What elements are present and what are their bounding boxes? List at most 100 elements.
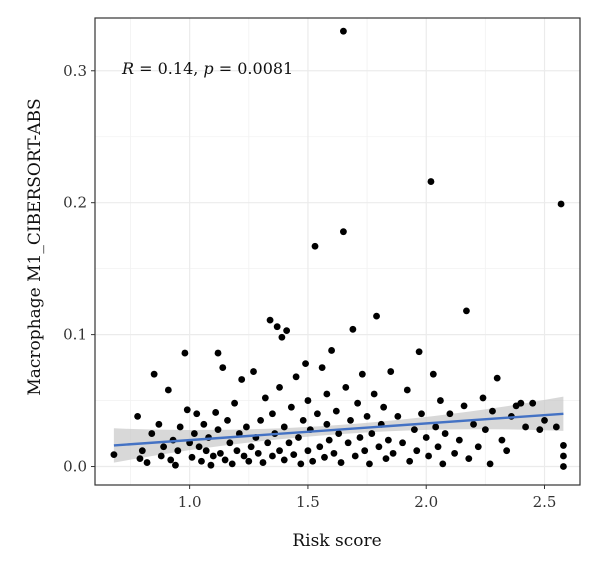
data-point [330, 449, 338, 457]
data-point [366, 460, 373, 468]
data-point [446, 410, 454, 418]
x-tick-label: 1.5 [296, 493, 320, 511]
y-axis-title: Macrophage M1_CIBERSORT-ABS [25, 98, 45, 395]
data-point [304, 447, 312, 455]
data-point [292, 373, 300, 381]
data-point [382, 455, 390, 463]
data-point [460, 402, 468, 410]
data-point [231, 399, 238, 407]
data-point [432, 423, 440, 431]
data-point [240, 452, 248, 460]
data-point [358, 370, 366, 378]
data-point [560, 452, 567, 460]
data-point [207, 461, 215, 469]
data-point [373, 312, 380, 320]
data-point [285, 439, 293, 447]
data-point [198, 457, 205, 465]
data-point [503, 447, 511, 455]
data-point [323, 420, 331, 428]
data-point [387, 368, 395, 375]
data-point [283, 327, 291, 335]
data-point [427, 178, 435, 185]
data-point [181, 349, 189, 357]
y-tick-label: 0.0 [63, 458, 87, 476]
data-point [254, 449, 262, 457]
data-point [176, 423, 184, 431]
data-point [375, 443, 383, 451]
data-point [451, 449, 459, 457]
data-point [347, 416, 354, 424]
data-point [212, 409, 220, 416]
data-point [399, 439, 406, 447]
data-point [245, 457, 253, 465]
data-point [311, 242, 319, 250]
data-point [190, 430, 198, 437]
data-point [434, 443, 442, 451]
x-axis-title: Risk score [292, 531, 381, 551]
y-tick-label: 0.3 [63, 62, 87, 80]
data-point [278, 333, 286, 341]
data-point [415, 348, 423, 356]
data-point [160, 443, 168, 451]
x-tick-label: 2.0 [414, 493, 438, 511]
p-value: = 0.0081 [214, 59, 294, 78]
data-point [257, 416, 265, 424]
data-point [276, 383, 283, 391]
data-point [439, 460, 447, 468]
data-point [266, 316, 274, 324]
data-point [273, 323, 281, 331]
data-point [226, 439, 234, 447]
data-point [380, 403, 388, 411]
data-point [342, 383, 350, 391]
data-point [335, 430, 343, 437]
data-point [323, 390, 331, 398]
data-point [302, 360, 309, 368]
data-point [136, 455, 144, 463]
data-point [425, 452, 432, 460]
data-point [250, 368, 257, 375]
panel-background [95, 18, 580, 485]
data-point [418, 410, 425, 418]
data-point [328, 347, 335, 354]
data-point [195, 443, 203, 451]
data-point [287, 403, 295, 411]
data-point [344, 439, 352, 447]
data-point [316, 443, 324, 451]
data-point [552, 423, 560, 431]
correlation-annotation: R = 0.14, p = 0.0081 [121, 59, 293, 78]
data-point [243, 423, 250, 431]
data-point [238, 376, 246, 383]
data-point [110, 451, 118, 459]
data-point [349, 325, 357, 333]
data-point [148, 430, 156, 437]
data-point [463, 307, 470, 315]
data-point [193, 410, 201, 418]
data-point [389, 449, 397, 457]
data-point [299, 416, 307, 424]
data-point [368, 430, 376, 437]
data-point [183, 406, 191, 414]
p-label: p [203, 59, 213, 78]
data-point [517, 399, 525, 407]
x-tick-label: 1.0 [178, 493, 202, 511]
data-point [295, 434, 302, 441]
regression-line [113, 412, 564, 447]
data-point [233, 447, 241, 455]
y-tick-label: 0.2 [63, 194, 87, 212]
data-point [174, 447, 182, 455]
data-point [474, 443, 482, 451]
data-point [479, 394, 487, 402]
data-point [536, 426, 544, 433]
data-point [216, 449, 224, 457]
data-point [541, 416, 548, 424]
y-axis-ticks: 0.0 0.1 0.2 0.3 [63, 62, 95, 476]
data-point [529, 399, 537, 407]
data-point [313, 410, 321, 418]
data-point [214, 426, 222, 433]
data-point [437, 397, 444, 404]
data-points [110, 27, 567, 470]
data-point [455, 436, 463, 444]
data-point [370, 390, 378, 398]
data-point [557, 200, 565, 208]
